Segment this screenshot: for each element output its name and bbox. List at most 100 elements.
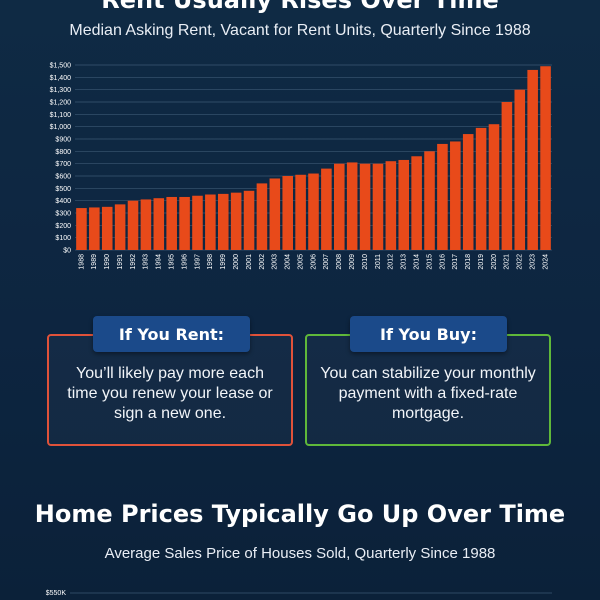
y-tick-label: $0 (63, 248, 71, 255)
home-price-chart: $550K (46, 590, 552, 597)
x-tick-label-2011: 2011 (375, 254, 382, 269)
x-tick-label-2018: 2018 (465, 254, 472, 270)
x-tick-label-2017: 2017 (452, 254, 459, 270)
bar-2014 (411, 156, 422, 250)
bar-1989 (89, 207, 100, 250)
x-tick-label-2005: 2005 (297, 254, 304, 270)
section2-subtitle: Average Sales Price of Houses Sold, Quar… (104, 545, 496, 562)
bar-2018 (462, 134, 474, 250)
rent-card-text: You’ll likely pay more each time you ren… (67, 365, 273, 422)
x-tick-label-2019: 2019 (478, 254, 485, 270)
bar-2007 (321, 168, 332, 250)
x-tick-label-1991: 1991 (117, 254, 124, 270)
x-tick-label-1988: 1988 (78, 254, 85, 270)
x-tick-label-2023: 2023 (530, 254, 537, 270)
bar-2005 (295, 174, 306, 250)
y-tick-label: $900 (55, 137, 71, 144)
y-tick-label: $200 (55, 223, 71, 230)
bar-1992 (127, 200, 139, 250)
bar-2012 (385, 161, 397, 250)
chart-subtitle: Median Asking Rent, Vacant for Rent Unit… (69, 22, 531, 39)
x-tick-label-1994: 1994 (156, 254, 163, 270)
x-tick-label-2006: 2006 (310, 254, 317, 270)
x-tick-label-2003: 2003 (272, 254, 279, 270)
bar-2010 (359, 163, 371, 250)
bar-1999 (217, 193, 229, 250)
y-tick-label: $600 (55, 174, 71, 181)
buy-label-pill: If You Buy: (350, 316, 507, 352)
y-tick-label: $300 (55, 211, 71, 218)
x-tick-label-1989: 1989 (91, 254, 98, 270)
bar-1993 (140, 199, 152, 250)
buy-card: You can stabilize your monthly payment w… (305, 334, 551, 446)
x-tick-label-2000: 2000 (233, 254, 240, 270)
bar-2006 (308, 173, 319, 250)
bar-2017 (450, 141, 461, 250)
x-tick-label-1997: 1997 (194, 254, 201, 270)
y-tick-label: $1,200 (50, 100, 72, 107)
x-tick-label-2014: 2014 (413, 254, 420, 270)
bar-1994 (153, 198, 165, 250)
x-tick-label-1998: 1998 (207, 254, 214, 270)
x-tick-label-2015: 2015 (426, 254, 433, 270)
x-tick-label-2008: 2008 (336, 254, 343, 270)
bar-2013 (398, 159, 410, 250)
bar-2024 (540, 66, 551, 250)
bar-1995 (166, 196, 177, 250)
bar-2002 (256, 183, 268, 250)
y-tick-label: $700 (55, 161, 71, 168)
y-tick-label: $1,400 (50, 75, 72, 82)
y-tick-label: $500 (55, 186, 71, 193)
x-tick-label-2002: 2002 (259, 254, 266, 270)
x-tick-label-2020: 2020 (491, 254, 498, 270)
bar-2023 (527, 69, 538, 250)
bar-1997 (192, 195, 203, 250)
bar-1990 (101, 206, 113, 250)
x-tick-label-2024: 2024 (542, 254, 549, 270)
bar-1996 (179, 196, 190, 250)
y-tick-label: $1,500 (50, 63, 72, 70)
bar-2011 (372, 163, 384, 250)
x-tick-label-1993: 1993 (143, 254, 150, 270)
bar-2008 (333, 163, 345, 250)
y-tick-label: $550K (46, 590, 67, 597)
bar-2000 (230, 192, 242, 250)
y-tick-label: $1,000 (50, 124, 72, 131)
bar-2019 (475, 127, 487, 250)
y-tick-label: $1,100 (50, 112, 72, 119)
x-tick-label-2021: 2021 (504, 254, 511, 270)
bar-1988 (76, 208, 87, 250)
x-tick-label-1990: 1990 (104, 254, 111, 270)
x-tick-label-1992: 1992 (130, 254, 137, 270)
bar-2022 (514, 89, 526, 250)
y-tick-label: $1,300 (50, 87, 72, 94)
y-tick-label: $100 (55, 235, 71, 242)
x-tick-label-2009: 2009 (349, 254, 356, 270)
x-tick-label-2007: 2007 (323, 254, 330, 270)
x-tick-label-2016: 2016 (439, 254, 446, 270)
bar-1991 (114, 204, 126, 250)
x-tick-label-2013: 2013 (401, 254, 408, 270)
x-tick-label-1995: 1995 (169, 254, 176, 270)
bar-2001 (243, 190, 255, 250)
y-tick-label: $800 (55, 149, 71, 156)
chart-title: Rent Usually Rises Over Time (101, 0, 499, 14)
y-tick-label: $400 (55, 198, 71, 205)
x-tick-label-2022: 2022 (517, 254, 524, 270)
bar-2016 (437, 143, 448, 250)
x-tick-label-2010: 2010 (362, 254, 369, 270)
bar-2004 (282, 176, 294, 250)
buy-card-text: You can stabilize your monthly payment w… (320, 365, 536, 422)
bar-2009 (346, 162, 358, 250)
bar-2003 (269, 178, 281, 250)
x-tick-label-2004: 2004 (285, 254, 292, 270)
x-tick-label-2001: 2001 (246, 254, 253, 270)
x-tick-label-1999: 1999 (220, 254, 227, 270)
bar-1998 (205, 194, 216, 250)
x-tick-label-1996: 1996 (181, 254, 188, 270)
bar-2015 (424, 151, 435, 250)
rent-bar-chart: $0 $100 $200 $300 $400 $500 $600 $700 $800 $900 $1… (50, 63, 552, 270)
rent-label-pill: If You Rent: (93, 316, 250, 352)
bar-2021 (501, 102, 513, 250)
bar-2020 (488, 124, 500, 250)
